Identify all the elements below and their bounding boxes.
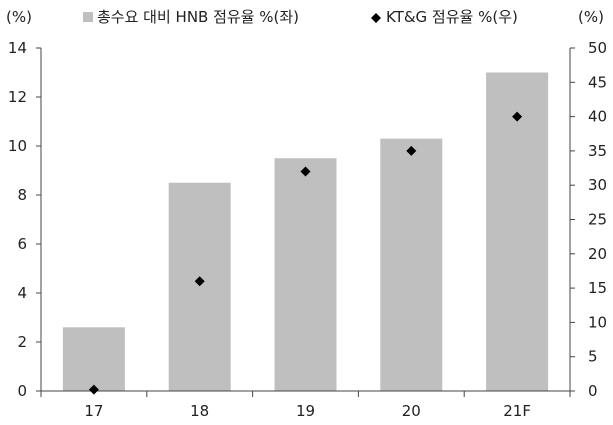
right-tick-label-10: 10	[588, 313, 607, 331]
bar-20	[380, 138, 443, 391]
diamond-21F	[512, 111, 523, 122]
x-tick-label-17: 17	[84, 402, 103, 420]
x-tick-label-21F: 21F	[503, 402, 531, 420]
legend-diamond-label: KT&G 점유율 %(우)	[386, 8, 518, 26]
x-tick-label-18: 18	[190, 402, 209, 420]
right-tick-label-0: 0	[588, 382, 598, 400]
bar-17	[62, 327, 125, 391]
diamond-17	[88, 384, 99, 395]
left-tick-label-8: 8	[17, 186, 27, 204]
right-tick-label-20: 20	[588, 245, 607, 263]
left-tick-label-4: 4	[17, 284, 27, 302]
right-tick-label-50: 50	[588, 39, 607, 57]
right-tick-label-45: 45	[588, 73, 607, 91]
legend-diamond-marker	[371, 13, 381, 23]
legend-bar-swatch	[83, 12, 93, 22]
left-tick-label-2: 2	[17, 333, 27, 351]
right-tick-label-40: 40	[588, 108, 607, 126]
right-axis-unit: (%)	[578, 8, 604, 26]
right-tick-label-30: 30	[588, 176, 607, 194]
left-tick-label-0: 0	[17, 382, 27, 400]
left-tick-label-12: 12	[8, 88, 27, 106]
legend-bar-label: 총수요 대비 HNB 점유율 %(좌)	[97, 8, 299, 26]
left-tick-label-10: 10	[8, 137, 27, 155]
diamond-20	[406, 145, 417, 156]
left-tick-label-6: 6	[17, 235, 27, 253]
diamond-19	[300, 166, 311, 177]
bar-18	[168, 182, 231, 391]
plot-area: 0 2 4 6 8 10 12 14 0 5 10 15 20 25 30 35 40 45 50 17 18 19 20 2…	[8, 39, 607, 420]
legend: 총수요 대비 HNB 점유율 %(좌) KT&G 점유율 %(우)	[83, 8, 518, 26]
diamond-18	[194, 276, 205, 287]
x-tick-label-20: 20	[402, 402, 421, 420]
left-tick-label-14: 14	[8, 39, 27, 57]
x-tick-label-19: 19	[296, 402, 315, 420]
right-tick-label-5: 5	[588, 348, 598, 366]
left-axis-unit: (%)	[6, 8, 32, 26]
right-tick-label-15: 15	[588, 279, 607, 297]
right-tick-label-25: 25	[588, 211, 607, 229]
bar-21F	[486, 72, 549, 391]
bar-19	[274, 158, 337, 391]
right-tick-label-35: 35	[588, 142, 607, 160]
